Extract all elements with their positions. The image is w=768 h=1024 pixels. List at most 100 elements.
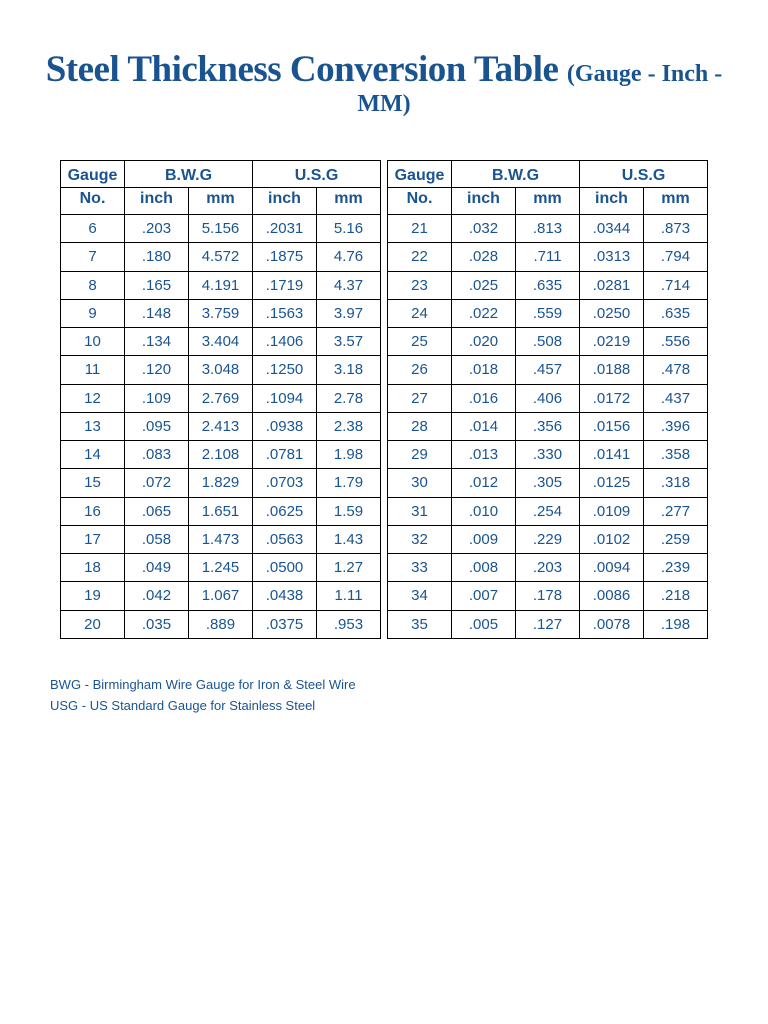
cell-usg_in: .1875 — [253, 243, 317, 271]
cell-bwg_mm: 1.651 — [189, 497, 253, 525]
header-usg-mm: mm — [317, 188, 381, 215]
table-row: 34.007.178.0086.218 — [388, 582, 708, 610]
cell-usg_in: .0281 — [580, 271, 644, 299]
cell-bwg_in: .032 — [452, 215, 516, 243]
table-row: 26.018.457.0188.478 — [388, 356, 708, 384]
table-row: 7.1804.572.18754.76 — [61, 243, 381, 271]
cell-bwg_in: .010 — [452, 497, 516, 525]
header-gauge-top: Gauge — [61, 161, 125, 188]
table-row: 23.025.635.0281.714 — [388, 271, 708, 299]
cell-bwg_in: .022 — [452, 299, 516, 327]
table-row: 35.005.127.0078.198 — [388, 610, 708, 638]
cell-bwg_mm: .203 — [516, 554, 580, 582]
cell-bwg_mm: .457 — [516, 356, 580, 384]
cell-usg_in: .1563 — [253, 299, 317, 327]
cell-bwg_mm: .127 — [516, 610, 580, 638]
cell-usg_in: .0375 — [253, 610, 317, 638]
cell-usg_mm: 2.78 — [317, 384, 381, 412]
cell-gauge: 35 — [388, 610, 452, 638]
cell-usg_in: .2031 — [253, 215, 317, 243]
cell-bwg_in: .165 — [125, 271, 189, 299]
cell-usg_in: .0094 — [580, 554, 644, 582]
cell-gauge: 28 — [388, 412, 452, 440]
cell-gauge: 10 — [61, 328, 125, 356]
cell-gauge: 22 — [388, 243, 452, 271]
cell-usg_mm: .478 — [644, 356, 708, 384]
table-row: 16.0651.651.06251.59 — [61, 497, 381, 525]
cell-usg_mm: .714 — [644, 271, 708, 299]
cell-usg_in: .0625 — [253, 497, 317, 525]
cell-bwg_in: .016 — [452, 384, 516, 412]
table-body-right: 21.032.813.0344.87322.028.711.0313.79423… — [388, 215, 708, 639]
table-row: 18.0491.245.05001.27 — [61, 554, 381, 582]
legend-usg: USG - US Standard Gauge for Stainless St… — [50, 696, 732, 717]
cell-usg_in: .0438 — [253, 582, 317, 610]
cell-bwg_mm: 2.769 — [189, 384, 253, 412]
page-title: Steel Thickness Conversion Table — [46, 49, 559, 90]
table-row: 31.010.254.0109.277 — [388, 497, 708, 525]
cell-usg_mm: 1.43 — [317, 525, 381, 553]
cell-usg_mm: .794 — [644, 243, 708, 271]
table-row: 29.013.330.0141.358 — [388, 441, 708, 469]
cell-bwg_in: .008 — [452, 554, 516, 582]
cell-bwg_in: .083 — [125, 441, 189, 469]
header-usg-inch: inch — [253, 188, 317, 215]
cell-usg_in: .1719 — [253, 271, 317, 299]
header-bwg-mm: mm — [189, 188, 253, 215]
cell-bwg_in: .109 — [125, 384, 189, 412]
header-usg-mm: mm — [644, 188, 708, 215]
cell-bwg_in: .012 — [452, 469, 516, 497]
cell-usg_mm: .198 — [644, 610, 708, 638]
legend-bwg: BWG - Birmingham Wire Gauge for Iron & S… — [50, 675, 732, 696]
legend: BWG - Birmingham Wire Gauge for Iron & S… — [36, 675, 732, 717]
cell-gauge: 26 — [388, 356, 452, 384]
cell-bwg_mm: .711 — [516, 243, 580, 271]
cell-gauge: 14 — [61, 441, 125, 469]
table-row: 22.028.711.0313.794 — [388, 243, 708, 271]
cell-usg_in: .0172 — [580, 384, 644, 412]
cell-bwg_in: .005 — [452, 610, 516, 638]
cell-bwg_mm: 1.245 — [189, 554, 253, 582]
page-title-block: Steel Thickness Conversion Table (Gauge … — [36, 48, 732, 118]
cell-gauge: 9 — [61, 299, 125, 327]
cell-bwg_mm: .508 — [516, 328, 580, 356]
cell-gauge: 32 — [388, 525, 452, 553]
table-row: 6.2035.156.20315.16 — [61, 215, 381, 243]
cell-bwg_mm: .635 — [516, 271, 580, 299]
cell-bwg_in: .028 — [452, 243, 516, 271]
cell-bwg_mm: 3.404 — [189, 328, 253, 356]
cell-gauge: 18 — [61, 554, 125, 582]
header-gauge-top: Gauge — [388, 161, 452, 188]
table-row: 10.1343.404.14063.57 — [61, 328, 381, 356]
cell-usg_mm: .953 — [317, 610, 381, 638]
cell-bwg_in: .049 — [125, 554, 189, 582]
cell-bwg_in: .120 — [125, 356, 189, 384]
cell-usg_mm: .556 — [644, 328, 708, 356]
table-body-left: 6.2035.156.20315.167.1804.572.18754.768.… — [61, 215, 381, 639]
cell-bwg_in: .148 — [125, 299, 189, 327]
cell-gauge: 11 — [61, 356, 125, 384]
cell-gauge: 16 — [61, 497, 125, 525]
table-row: 32.009.229.0102.259 — [388, 525, 708, 553]
cell-bwg_in: .035 — [125, 610, 189, 638]
cell-gauge: 31 — [388, 497, 452, 525]
cell-usg_mm: .318 — [644, 469, 708, 497]
table-row: 33.008.203.0094.239 — [388, 554, 708, 582]
cell-usg_mm: .358 — [644, 441, 708, 469]
cell-usg_in: .0500 — [253, 554, 317, 582]
cell-usg_mm: 3.97 — [317, 299, 381, 327]
header-bwg-inch: inch — [125, 188, 189, 215]
cell-usg_in: .0250 — [580, 299, 644, 327]
table-row: 9.1483.759.15633.97 — [61, 299, 381, 327]
cell-bwg_mm: .356 — [516, 412, 580, 440]
cell-bwg_mm: .229 — [516, 525, 580, 553]
cell-bwg_in: .014 — [452, 412, 516, 440]
cell-gauge: 19 — [61, 582, 125, 610]
cell-bwg_mm: .330 — [516, 441, 580, 469]
cell-gauge: 27 — [388, 384, 452, 412]
cell-usg_mm: .396 — [644, 412, 708, 440]
table-row: 12.1092.769.10942.78 — [61, 384, 381, 412]
table-row: 21.032.813.0344.873 — [388, 215, 708, 243]
table-row: 25.020.508.0219.556 — [388, 328, 708, 356]
conversion-tables: Gauge B.W.G U.S.G No. inch mm inch mm 6.… — [36, 160, 732, 639]
